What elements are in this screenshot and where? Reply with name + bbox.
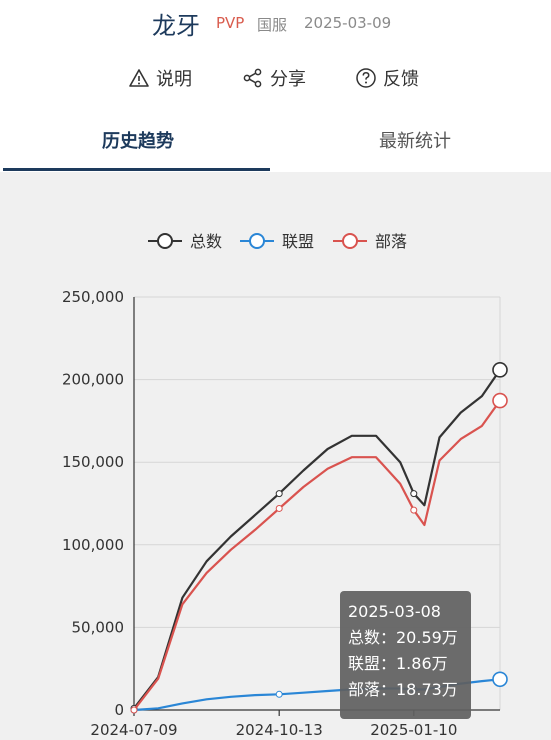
server-tag: 国服	[257, 16, 288, 34]
warning-icon	[129, 69, 149, 87]
series-line-total	[133, 369, 501, 709]
tooltip-horde: 部落：18.73万	[348, 680, 458, 699]
tooltip-date: 2025-03-08	[348, 602, 441, 621]
y-tick-label: 100,000	[62, 536, 124, 554]
series-point	[275, 490, 283, 498]
feedback-label: 反馈	[383, 69, 419, 90]
series-line-horde	[133, 399, 501, 711]
y-tick-label: 150,000	[62, 453, 124, 471]
share-label: 分享	[270, 69, 306, 90]
series-end-marker	[492, 392, 508, 409]
x-tick-label: 2024-10-13	[236, 721, 323, 739]
legend-marker	[342, 233, 358, 249]
explain-button[interactable]: 说明	[128, 62, 192, 94]
y-tick-label: 50,000	[72, 618, 125, 636]
legend-label: 部落	[375, 232, 407, 251]
y-tick-label: 0	[114, 701, 124, 719]
chart-tooltip: 2025-03-08 总数：20.59万 联盟：1.86万 部落：18.73万	[340, 591, 471, 719]
feedback-button[interactable]: 反馈	[355, 62, 419, 94]
legend-label: 联盟	[282, 232, 314, 251]
y-tick-label: 250,000	[62, 288, 124, 306]
action-bar: 说明 分享 反馈	[0, 62, 551, 94]
tooltip-total: 总数：20.59万	[348, 628, 458, 647]
series-point	[275, 690, 283, 698]
series-end-marker	[492, 362, 508, 378]
series-point	[410, 490, 418, 498]
header: 龙牙 PVP 国服 2025-03-09	[0, 0, 551, 44]
tab-latest-stats[interactable]: 最新统计	[379, 131, 451, 152]
y-tick-label: 200,000	[62, 371, 124, 389]
legend-marker	[157, 233, 173, 249]
x-tick-label: 2025-01-10	[370, 721, 457, 739]
tab-history-trend[interactable]: 历史趋势	[102, 131, 174, 152]
tooltip-alliance: 联盟：1.86万	[348, 654, 448, 673]
series-point	[275, 504, 283, 512]
series-end-marker	[492, 671, 508, 688]
series-point	[130, 706, 138, 714]
explain-label: 说明	[156, 69, 192, 90]
x-tick-label: 2024-07-09	[90, 721, 177, 739]
tab-bar: 历史趋势 最新统计	[0, 112, 551, 172]
share-icon	[243, 68, 262, 88]
date-label: 2025-03-09	[304, 14, 392, 32]
series-point	[410, 506, 418, 514]
legend-label: 总数	[190, 232, 222, 251]
pvp-tag: PVP	[216, 14, 245, 32]
page-title: 龙牙	[152, 12, 200, 40]
active-tab-indicator	[3, 168, 270, 171]
legend-marker	[249, 233, 265, 249]
share-button[interactable]: 分享	[242, 62, 306, 94]
question-icon	[356, 68, 376, 88]
